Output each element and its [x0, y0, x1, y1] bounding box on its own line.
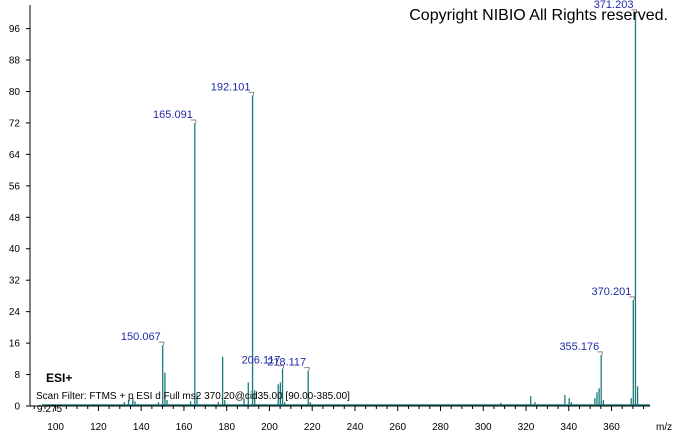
y-tick-label: 88 — [9, 56, 21, 67]
y-tick-label: 56 — [9, 181, 21, 192]
y-tick-label: 72 — [9, 118, 21, 129]
retention-value: 9.275 — [37, 404, 62, 415]
peak-label: 218.117 — [267, 357, 306, 369]
peak-label: 371.203 — [594, 0, 634, 11]
y-tick-label: 32 — [9, 276, 21, 287]
y-tick-label: 96 — [9, 24, 21, 35]
x-tick-label: 340 — [560, 422, 577, 433]
y-tick-label: 16 — [9, 339, 21, 350]
peak-label-connector — [304, 367, 310, 371]
scan-filter-text: Scan Filter: FTMS + p ESI d Full ms2 370… — [36, 391, 350, 402]
y-tick-label: 8 — [14, 370, 20, 381]
x-tick-label: 300 — [475, 422, 492, 433]
x-tick-label: 100 — [47, 422, 64, 433]
x-tick-label: 240 — [347, 422, 364, 433]
y-tick-label: 24 — [9, 307, 21, 318]
peak-label-connector — [278, 365, 285, 369]
x-tick-label: 180 — [218, 422, 235, 433]
peak-label: 370.201 — [592, 286, 632, 298]
y-tick-label: 48 — [9, 213, 21, 224]
peak-label-connector — [190, 119, 197, 123]
copyright-text: Copyright NIBIO All Rights reserved. — [409, 7, 668, 24]
ion-mode-label: ESI+ — [46, 371, 72, 385]
x-tick-label: 200 — [261, 422, 278, 433]
x-tick-label: 120 — [90, 422, 107, 433]
peak-label: 165.091 — [153, 109, 193, 121]
peak-label-connector — [158, 341, 165, 346]
x-tick-label: 260 — [389, 422, 406, 433]
peak-label: 206.117 — [242, 355, 281, 367]
peak-label-connector — [629, 296, 635, 300]
x-tick-label: 320 — [518, 422, 535, 433]
x-tick-label: 140 — [133, 422, 150, 433]
y-tick-label: 40 — [9, 244, 21, 255]
peak-label: 192.101 — [211, 81, 251, 93]
y-tick-label: 80 — [9, 87, 21, 98]
peak-label: 150.067 — [121, 331, 161, 343]
x-tick-label: 280 — [432, 422, 449, 433]
y-tick-label: 0 — [14, 402, 20, 413]
x-tick-label: 220 — [304, 422, 321, 433]
y-tick-label: 64 — [9, 150, 21, 161]
x-tick-label: 360 — [603, 422, 620, 433]
peaks-layer — [42, 12, 650, 406]
x-tick-label: 160 — [176, 422, 193, 433]
peak-label-connector — [597, 351, 603, 355]
axes-layer: 0 8 16 24 32 40 48 56 64 72 80 88 96 100 120 140 160 180 2… — [9, 5, 672, 433]
peak-label-connector — [248, 91, 255, 96]
peak-label-connector — [631, 9, 637, 13]
peak-label: 355.176 — [559, 341, 599, 353]
x-axis-label: m/z — [656, 422, 672, 433]
